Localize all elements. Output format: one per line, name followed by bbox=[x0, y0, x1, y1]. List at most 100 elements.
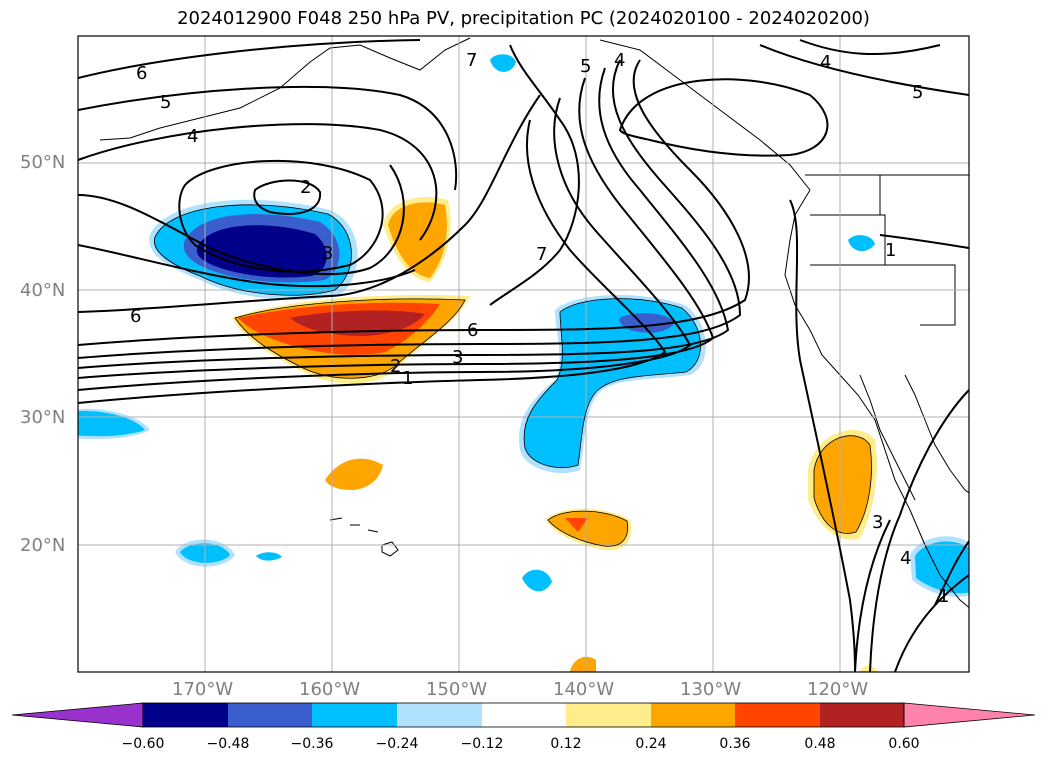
colorbar-segment bbox=[820, 703, 904, 727]
pv-label: 4 bbox=[614, 50, 625, 71]
pv-label: 7 bbox=[466, 50, 477, 71]
colorbar bbox=[11, 702, 1036, 728]
pv-contour-2-band bbox=[78, 97, 692, 391]
pv-label: 5 bbox=[912, 82, 923, 103]
colorbar-tick-label: 0.36 bbox=[719, 736, 751, 752]
precip-contour-outlines bbox=[153, 204, 872, 547]
colorbar-segment bbox=[228, 703, 312, 727]
precip-pos-band-core bbox=[290, 310, 425, 336]
pv-label: 5 bbox=[160, 92, 171, 113]
pv-contour-6-band bbox=[78, 59, 750, 346]
pv-contour-1-mex bbox=[934, 539, 969, 606]
pv-contour-7-hook bbox=[489, 44, 580, 306]
pv-label: 6 bbox=[130, 306, 141, 327]
colorbar-segment bbox=[143, 703, 228, 727]
pv-contour-6-west bbox=[78, 94, 541, 313]
colorbar-segment bbox=[312, 703, 397, 727]
lat-label: 20°N bbox=[20, 535, 66, 556]
pv-label: 6 bbox=[467, 320, 478, 341]
precip-neg-nw-core bbox=[196, 225, 327, 278]
map-title: 2024012900 F048 250 hPa PV, precipitatio… bbox=[177, 8, 870, 29]
colorbar-tick-label: 0.60 bbox=[888, 736, 920, 752]
precip-neg-mexico bbox=[915, 541, 969, 594]
precip-neg-alaska bbox=[490, 54, 516, 72]
pv-label: 6 bbox=[136, 63, 147, 84]
pv-contour-5-north bbox=[78, 85, 458, 191]
colorbar-tick-label: 0.12 bbox=[550, 736, 582, 752]
precip-pos-s bbox=[570, 656, 596, 672]
precip-pos-hi-east-core bbox=[565, 518, 588, 532]
pv-label: 5 bbox=[580, 56, 591, 77]
colorbar-tick-label: −0.60 bbox=[121, 736, 165, 752]
alaska-coast bbox=[99, 37, 471, 141]
lat-label: 30°N bbox=[20, 407, 66, 428]
precip-pos-baja bbox=[814, 435, 872, 534]
pv-contour-4-ne2 bbox=[799, 39, 941, 56]
lon-label: 130°W bbox=[680, 679, 742, 700]
state-border-2 bbox=[885, 264, 956, 326]
pv-contour-6-north bbox=[78, 39, 421, 79]
colorbar-segment bbox=[397, 703, 482, 727]
precip-neg-nevada bbox=[848, 235, 875, 252]
pv-contours bbox=[78, 39, 969, 672]
colorbar-segment bbox=[651, 703, 735, 727]
precip-neg-ce-core bbox=[619, 313, 675, 333]
lon-label: 170°W bbox=[172, 679, 234, 700]
pv-contour-4-ne bbox=[618, 78, 829, 157]
pv-contour-1-coast bbox=[789, 199, 856, 672]
state-border-1 bbox=[810, 214, 886, 266]
pv-label: 2 bbox=[300, 177, 311, 198]
alaska-panhandle bbox=[599, 39, 811, 191]
precip-pos-hi-north bbox=[325, 458, 383, 490]
plot-frame bbox=[77, 35, 970, 673]
pv-label: 2 bbox=[390, 356, 401, 377]
colorbar-tick-label: −0.24 bbox=[375, 736, 419, 752]
lon-label: 160°W bbox=[299, 679, 361, 700]
pv-label: 4 bbox=[900, 548, 911, 569]
pv-contour-5-band bbox=[78, 59, 742, 359]
pv-contour-3-mex bbox=[869, 389, 969, 672]
colorbar-tick-label: −0.48 bbox=[206, 736, 250, 752]
colorbar-tick-label: 0.24 bbox=[635, 736, 667, 752]
precip-neg-sw2 bbox=[256, 552, 282, 561]
pv-label: 4 bbox=[187, 126, 198, 147]
pv-label: 1 bbox=[402, 368, 413, 389]
pv-label: 7 bbox=[536, 244, 547, 265]
pv-contour-4-ring bbox=[78, 164, 405, 276]
coastlines bbox=[99, 37, 969, 609]
lat-label: 50°N bbox=[20, 152, 66, 173]
lon-label: 120°W bbox=[807, 679, 869, 700]
pv-label: 4 bbox=[820, 52, 831, 73]
pv-contour-2-inner bbox=[253, 179, 322, 215]
pv-contour-3-ring bbox=[178, 159, 384, 273]
pv-contour-5-west bbox=[78, 244, 416, 288]
lon-label: 150°W bbox=[426, 679, 488, 700]
pv-contour-4-mex bbox=[894, 574, 969, 672]
pv-contour-1-cal bbox=[854, 519, 891, 672]
colorbar-segment bbox=[566, 703, 651, 727]
precip-fill-layer bbox=[78, 54, 969, 672]
gridlines bbox=[78, 36, 969, 672]
baja-coast bbox=[859, 374, 916, 501]
pv-label: 3 bbox=[872, 512, 883, 533]
pv-contour-5-ne bbox=[759, 44, 969, 96]
pv-contour-1-nevada bbox=[879, 234, 969, 249]
lon-label: 140°W bbox=[553, 679, 615, 700]
colorbar-arrow-low bbox=[11, 702, 144, 728]
pv-contour-1-band bbox=[78, 119, 667, 404]
precip-pos-mex-south bbox=[860, 665, 878, 672]
colorbar-segment bbox=[735, 703, 820, 727]
colorbar-tick-label: −0.36 bbox=[290, 736, 334, 752]
pv-label: 1 bbox=[938, 586, 949, 607]
colorbar-frame bbox=[142, 702, 905, 728]
pv-contour-4-north bbox=[78, 123, 438, 241]
pv-label: 3 bbox=[322, 243, 333, 264]
hawaii-islands bbox=[329, 517, 399, 557]
precip-neg-s bbox=[522, 569, 552, 592]
pv-label: 1 bbox=[885, 240, 896, 261]
colorbar-tick-label: −0.12 bbox=[460, 736, 504, 752]
colorbar-segment bbox=[482, 703, 566, 727]
pv-label: 3 bbox=[452, 347, 463, 368]
lat-label: 40°N bbox=[20, 280, 66, 301]
